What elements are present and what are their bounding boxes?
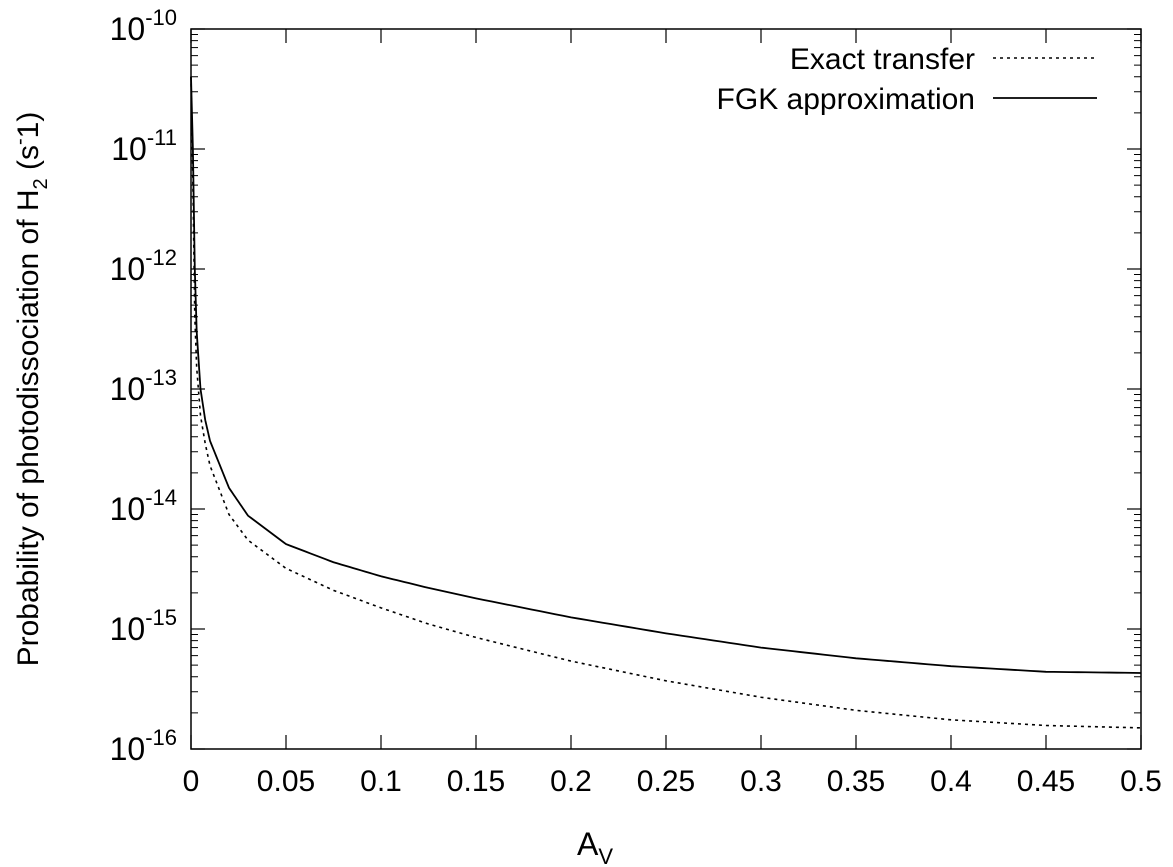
x-axis-title: AV bbox=[577, 826, 613, 867]
y-tick-base: 10 bbox=[110, 251, 146, 287]
y-tick-exponent: -11 bbox=[147, 125, 177, 150]
y-tick-base: 10 bbox=[111, 131, 147, 167]
legend-label: FGK approximation bbox=[717, 83, 975, 116]
x-tick-label: 0.2 bbox=[550, 765, 592, 798]
x-tick-label: 0.15 bbox=[447, 765, 505, 798]
plot-series bbox=[190, 76, 1142, 729]
y-tick-label: 10-12 bbox=[110, 245, 177, 287]
y-tick-base: 10 bbox=[110, 491, 146, 527]
legend-label: Exact transfer bbox=[790, 43, 975, 76]
y-tick-exponent: -14 bbox=[145, 485, 177, 510]
y-tick-exponent: -12 bbox=[145, 245, 177, 270]
y-tick-label: 10-11 bbox=[111, 125, 177, 167]
y-tick-label: 10-10 bbox=[110, 5, 177, 47]
x-tick-label: 0.5 bbox=[1120, 765, 1162, 798]
x-tick-label: 0.35 bbox=[827, 765, 885, 798]
x-tick-label: 0.25 bbox=[637, 765, 695, 798]
y-tick-exponent: -13 bbox=[145, 365, 177, 390]
series-line-exact-transfer bbox=[190, 76, 1142, 729]
x-tick-label: 0.3 bbox=[740, 765, 782, 798]
y-tick-label: 10-16 bbox=[110, 725, 177, 767]
y-tick-exponent: -16 bbox=[145, 725, 177, 750]
y-tick-exponent: -10 bbox=[145, 5, 177, 30]
y-tick-base: 10 bbox=[110, 611, 146, 647]
y-tick-label: 10-15 bbox=[110, 605, 177, 647]
y-tick-exponent: -15 bbox=[145, 605, 177, 630]
y-tick-base: 10 bbox=[110, 731, 146, 767]
x-tick-label: 0 bbox=[183, 765, 200, 798]
x-tick-label: 0.05 bbox=[257, 765, 315, 798]
y-tick-label: 10-14 bbox=[110, 485, 177, 527]
x-tick-label: 0.45 bbox=[1017, 765, 1075, 798]
plot-frame bbox=[190, 28, 1142, 750]
legend: Exact transfer FGK approximation bbox=[717, 43, 1097, 116]
x-axis: 0 0.05 0.1 0.15 0.2 0.25 0.3 0.35 0.4 0.45 0.5 bbox=[183, 29, 1162, 798]
series-line-fgk-approximation bbox=[190, 76, 1142, 674]
x-tick-label: 0.4 bbox=[930, 765, 972, 798]
y-tick-base: 10 bbox=[110, 371, 146, 407]
x-tick-label: 0.1 bbox=[360, 765, 402, 798]
y-tick-label: 10-13 bbox=[110, 365, 177, 407]
y-axis-title: Probability of photodissociation of H2 (… bbox=[9, 112, 52, 667]
y-tick-base: 10 bbox=[110, 11, 146, 47]
